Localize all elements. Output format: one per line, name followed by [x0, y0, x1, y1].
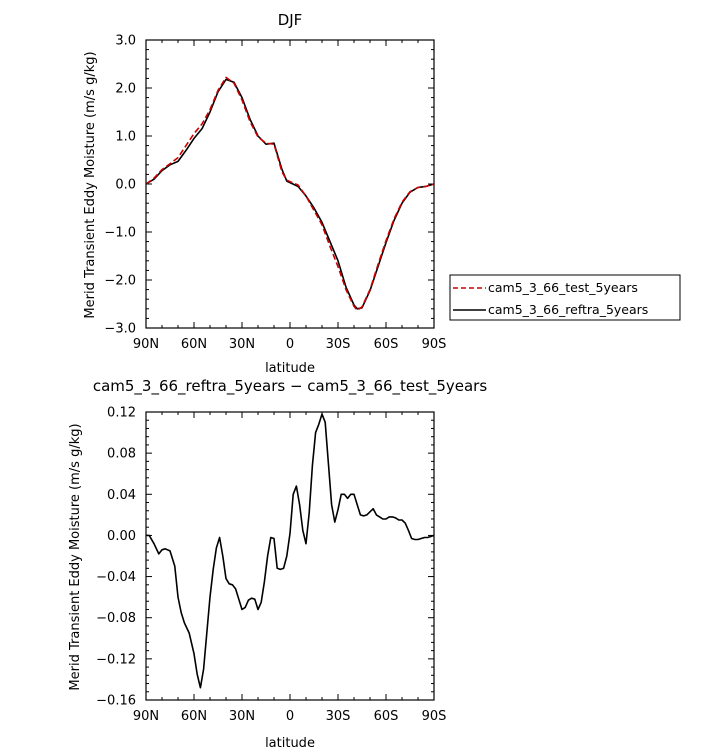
top-chart-x-tick-label: 30S: [326, 337, 351, 352]
bottom-chart-y-axis-label: Merid Transient Eddy Moisture (m/s g/kg): [68, 423, 83, 690]
top-chart-x-tick-label: 0: [286, 337, 294, 352]
top-chart-series-line-1: [145, 78, 435, 310]
bottom-chart-y-tick-label: 0.12: [107, 406, 136, 421]
bottom-chart-y-tick-label: 0.04: [107, 488, 136, 503]
top-chart-plot-frame: [145, 39, 435, 329]
bottom-chart-x-tick-label: 0: [286, 709, 294, 724]
bottom-chart-y-tick-label: −0.08: [96, 611, 136, 626]
top-chart-y-tick-label: −3.0: [104, 322, 136, 337]
bottom-chart-y-tick-label: 0.08: [107, 447, 136, 462]
top-chart-x-tick-label: 30N: [229, 337, 255, 352]
legend-label-test: cam5_3_66_test_5years: [488, 280, 638, 295]
bottom-chart-x-tick-label: 90S: [422, 709, 447, 724]
bottom-chart-x-tick-label: 60N: [181, 709, 207, 724]
top-chart-y-tick-label: −2.0: [104, 274, 136, 289]
bottom-chart-x-tick-label: 30N: [229, 709, 255, 724]
bottom-chart-y-tick-label: 0.00: [107, 529, 136, 544]
top-chart-y-axis-label: Merid Transient Eddy Moisture (m/s g/kg): [83, 51, 98, 318]
top-chart-x-axis-label: latitude: [265, 361, 315, 376]
bottom-chart-x-tick-label: 30S: [326, 709, 351, 724]
top-chart-y-tick-label: 3.0: [115, 34, 136, 49]
bottom-chart: cam5_3_66_reftra_5years − cam5_3_66_test…: [68, 377, 487, 751]
bottom-chart-x-tick-label: 60S: [374, 709, 399, 724]
top-chart-x-tick-label: 60S: [374, 337, 399, 352]
bottom-chart-x-axis-label: latitude: [265, 736, 315, 751]
bottom-chart-title: cam5_3_66_reftra_5years − cam5_3_66_test…: [93, 377, 488, 396]
top-chart-x-tick-label: 60N: [181, 337, 207, 352]
bottom-chart-y-tick-label: −0.04: [96, 570, 136, 585]
bottom-chart-series-line-0: [146, 413, 435, 689]
bottom-chart-y-tick-label: −0.16: [96, 694, 136, 709]
top-chart: DJF Merid Transient Eddy Moisture (m/s g…: [83, 11, 446, 376]
bottom-chart-x-tick-label: 90N: [133, 709, 159, 724]
top-chart-y-tick-label: 2.0: [115, 82, 136, 97]
top-chart-y-tick-label: 1.0: [115, 130, 136, 145]
top-chart-series-line-0: [145, 76, 435, 312]
legend-box: [449, 274, 681, 321]
bottom-chart-plot-frame: [145, 411, 435, 701]
legend-label-reftra: cam5_3_66_reftra_5years: [488, 302, 648, 317]
legend: cam5_3_66_test_5years cam5_3_66_reftra_5…: [449, 274, 681, 321]
top-chart-y-tick-label: 0.0: [115, 178, 136, 193]
top-chart-x-tick-label: 90N: [133, 337, 159, 352]
bottom-chart-y-tick-label: −0.12: [96, 652, 136, 667]
top-chart-title: DJF: [278, 11, 303, 29]
top-chart-y-tick-label: −1.0: [104, 226, 136, 241]
top-chart-x-tick-label: 90S: [422, 337, 447, 352]
